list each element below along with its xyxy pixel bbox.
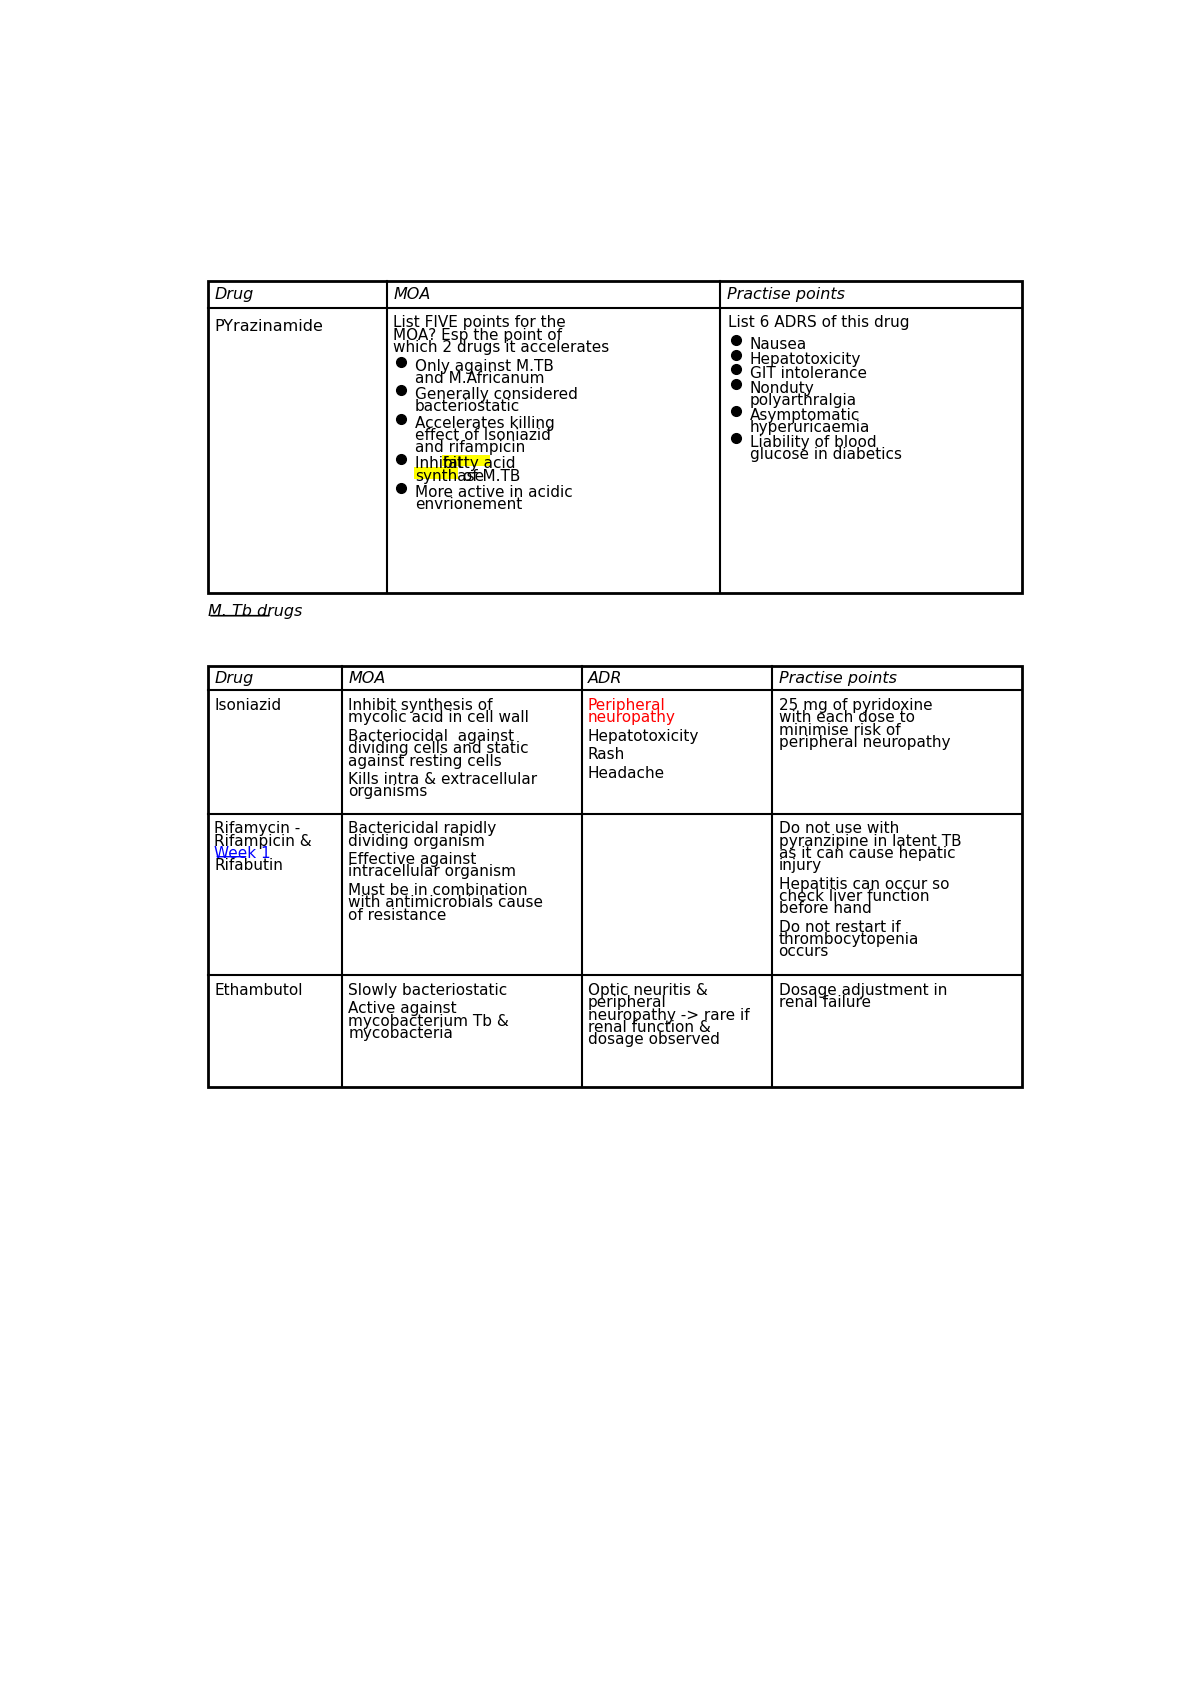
Text: occurs: occurs [779,944,829,959]
Text: Must be in combination: Must be in combination [348,883,528,898]
Text: Kills intra & extracellular: Kills intra & extracellular [348,773,538,786]
Text: Generally considered: Generally considered [415,387,578,402]
Text: mycolic acid in cell wall: mycolic acid in cell wall [348,710,529,725]
Text: neuropathy -> rare if: neuropathy -> rare if [588,1007,750,1022]
Text: PYrazinamide: PYrazinamide [215,319,323,335]
Text: List FIVE points for the: List FIVE points for the [394,316,566,331]
Text: of resistance: of resistance [348,907,446,922]
Text: against resting cells: against resting cells [348,754,502,769]
Text: Rash: Rash [588,747,625,762]
Text: and rifampicin: and rifampicin [415,440,526,455]
Text: glucose in diabetics: glucose in diabetics [750,447,902,462]
Text: of M.TB: of M.TB [458,469,521,484]
Text: bacteriostatic: bacteriostatic [415,399,521,414]
Text: injury: injury [779,857,822,873]
Text: effect of Isoniazid: effect of Isoniazid [415,428,551,443]
Text: intracellular organism: intracellular organism [348,864,516,880]
Text: Drug: Drug [215,287,253,302]
Text: check liver function: check liver function [779,890,929,903]
Text: MOA: MOA [394,287,431,302]
Text: Active against: Active against [348,1002,457,1017]
Bar [208,666,1022,1087]
Text: Nonduty: Nonduty [750,380,815,396]
Text: Bacteriocidal  against: Bacteriocidal against [348,728,515,744]
Text: Only against M.TB: Only against M.TB [415,358,554,374]
Text: More active in acidic: More active in acidic [415,486,572,499]
Text: Liability of blood: Liability of blood [750,435,876,450]
Text: mycobacteria: mycobacteria [348,1026,454,1041]
Text: Optic neuritis &: Optic neuritis & [588,983,708,998]
Text: as it can cause hepatic: as it can cause hepatic [779,846,955,861]
Text: Do not use with: Do not use with [779,822,899,837]
Text: Isoniazid: Isoniazid [215,698,282,713]
Text: dosage observed: dosage observed [588,1032,720,1048]
Text: renal function &: renal function & [588,1020,710,1036]
Text: List 6 ADRS of this drug: List 6 ADRS of this drug [728,316,910,331]
Text: which 2 drugs it accelerates: which 2 drugs it accelerates [394,340,610,355]
Text: Hepatotoxicity: Hepatotoxicity [750,351,862,367]
Text: MOA? Esp the point of: MOA? Esp the point of [394,328,563,343]
Text: Accelerates killing: Accelerates killing [415,416,554,431]
Text: thrombocytopenia: thrombocytopenia [779,932,919,947]
Text: Rifabutin: Rifabutin [215,857,283,873]
Text: Inhibit: Inhibit [415,457,468,472]
Text: Dosage adjustment in: Dosage adjustment in [779,983,947,998]
Text: 25 mg of pyridoxine: 25 mg of pyridoxine [779,698,932,713]
Text: Rifampicin &: Rifampicin & [215,834,312,849]
Text: neuropathy: neuropathy [588,710,676,725]
Text: Ethambutol: Ethambutol [215,983,302,998]
Text: Hepatitis can occur so: Hepatitis can occur so [779,876,949,891]
Text: Do not restart if: Do not restart if [779,920,900,936]
Text: Effective against: Effective against [348,852,476,868]
Text: with antimicrobials cause: with antimicrobials cause [348,895,544,910]
Text: Practise points: Practise points [727,287,845,302]
Text: dividing cells and static: dividing cells and static [348,742,529,756]
Bar [442,455,491,467]
Text: synthase: synthase [415,469,484,484]
Text: dividing organism: dividing organism [348,834,485,849]
Text: Hepatotoxicity: Hepatotoxicity [588,728,700,744]
Text: renal failure: renal failure [779,995,870,1010]
Text: GIT intolerance: GIT intolerance [750,367,866,382]
Text: Bactericidal rapidly: Bactericidal rapidly [348,822,497,837]
Text: M. Tb drugs: M. Tb drugs [208,604,302,620]
Text: Practise points: Practise points [779,671,896,686]
Text: organisms: organisms [348,784,427,800]
Text: before hand: before hand [779,902,871,917]
Text: Rifamycin -: Rifamycin - [215,822,300,837]
Text: MOA: MOA [348,671,385,686]
Text: minimise risk of: minimise risk of [779,723,900,737]
Text: envrionement: envrionement [415,498,522,513]
Text: Headache: Headache [588,766,665,781]
Text: mycobacterium Tb &: mycobacterium Tb & [348,1014,509,1029]
Text: pyranzipine in latent TB: pyranzipine in latent TB [779,834,961,849]
Text: Week 1: Week 1 [215,846,271,861]
Text: peripheral: peripheral [588,995,667,1010]
Text: polyarthralgia: polyarthralgia [750,394,857,408]
Text: with each dose to: with each dose to [779,710,914,725]
Text: Nausea: Nausea [750,336,808,351]
Text: fatty acid: fatty acid [443,457,516,472]
Text: Inhibit synthesis of: Inhibit synthesis of [348,698,493,713]
Text: Asymptomatic: Asymptomatic [750,408,860,423]
Text: hyperuricaemia: hyperuricaemia [750,419,870,435]
Text: peripheral neuropathy: peripheral neuropathy [779,735,950,751]
Text: Drug: Drug [215,671,253,686]
Text: ADR: ADR [588,671,623,686]
Bar [414,467,457,479]
Text: Slowly bacteriostatic: Slowly bacteriostatic [348,983,508,998]
Bar [208,280,1022,593]
Text: Peripheral: Peripheral [588,698,666,713]
Text: and M.Africanum: and M.Africanum [415,370,545,385]
